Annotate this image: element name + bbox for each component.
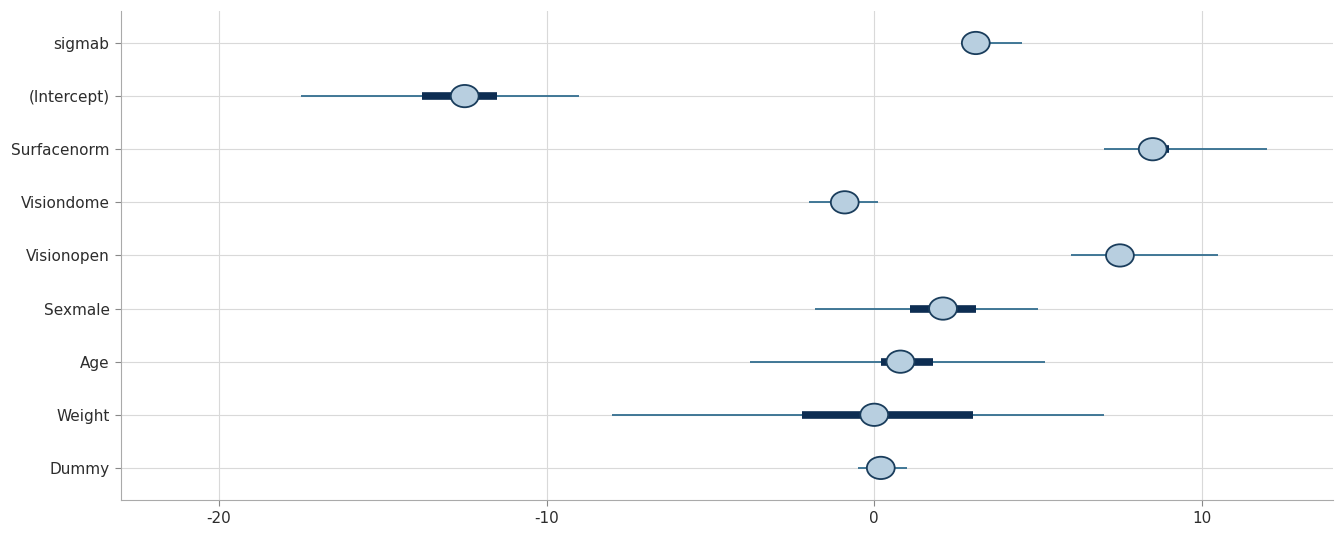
Ellipse shape bbox=[831, 191, 859, 214]
Ellipse shape bbox=[867, 457, 895, 479]
Ellipse shape bbox=[1106, 244, 1134, 266]
Ellipse shape bbox=[450, 85, 478, 107]
Ellipse shape bbox=[887, 351, 914, 373]
Ellipse shape bbox=[1138, 138, 1167, 161]
Ellipse shape bbox=[860, 404, 888, 426]
Ellipse shape bbox=[929, 297, 957, 320]
Ellipse shape bbox=[962, 32, 989, 54]
